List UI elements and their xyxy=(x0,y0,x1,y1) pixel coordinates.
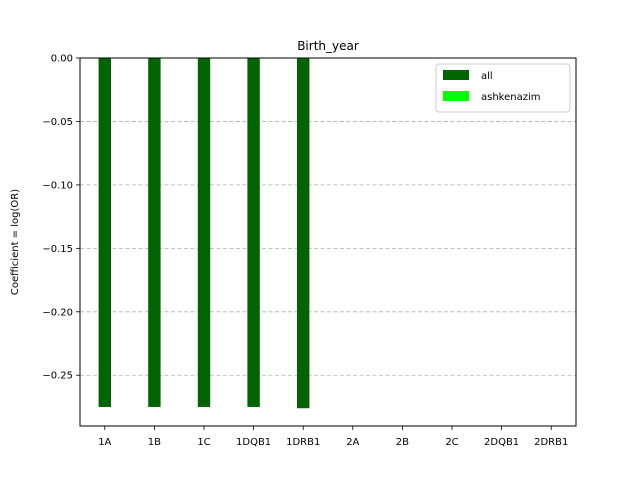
y-tick-label: −0.05 xyxy=(42,117,73,128)
y-axis: 0.00 −0.05 −0.10 −0.15 −0.20 −0.25 xyxy=(42,54,80,382)
bar-layer xyxy=(98,58,310,409)
chart-title: Birth_year xyxy=(297,39,359,53)
y-tick-label: −0.25 xyxy=(42,371,73,382)
y-tick-label: −0.20 xyxy=(42,307,73,318)
x-tick-label: 1DRB1 xyxy=(286,437,320,448)
plot-area xyxy=(80,58,576,426)
legend-swatch-all xyxy=(443,70,469,80)
y-tick-label: −0.10 xyxy=(42,180,73,191)
y-tick-label: −0.15 xyxy=(42,244,73,255)
x-axis: 1A 1B 1C 1DQB1 1DRB1 2A 2B 2C 2DQB1 2DRB1 xyxy=(98,426,568,448)
bar-all-1DRB1 xyxy=(297,58,310,409)
y-tick-label: 0.00 xyxy=(51,54,73,65)
legend-label-ashkenazim: ashkenazim xyxy=(481,92,541,103)
legend-swatch-ashkenazim xyxy=(443,91,469,101)
plot-frame xyxy=(79,57,577,427)
y-axis-label: Coefficient = log(OR) xyxy=(10,189,21,295)
x-tick-label: 1C xyxy=(197,437,210,448)
bar-all-1A xyxy=(98,58,111,407)
x-tick-label: 1DQB1 xyxy=(236,437,271,448)
x-tick-label: 2DRB1 xyxy=(534,437,568,448)
bar-all-1B xyxy=(148,58,161,407)
bar-all-1C xyxy=(197,58,211,407)
grid-layer xyxy=(80,121,576,376)
x-tick-label: 1B xyxy=(148,437,161,448)
legend: all ashkenazim xyxy=(435,63,571,113)
x-tick-label: 2C xyxy=(445,437,458,448)
x-tick-label: 1A xyxy=(98,437,111,448)
legend-box xyxy=(435,63,571,113)
x-tick-label: 2A xyxy=(346,437,359,448)
x-tick-label: 2DQB1 xyxy=(484,437,519,448)
x-tick-label: 2B xyxy=(396,437,409,448)
legend-label-all: all xyxy=(481,71,493,82)
bar-all-1DQB1 xyxy=(247,58,260,407)
